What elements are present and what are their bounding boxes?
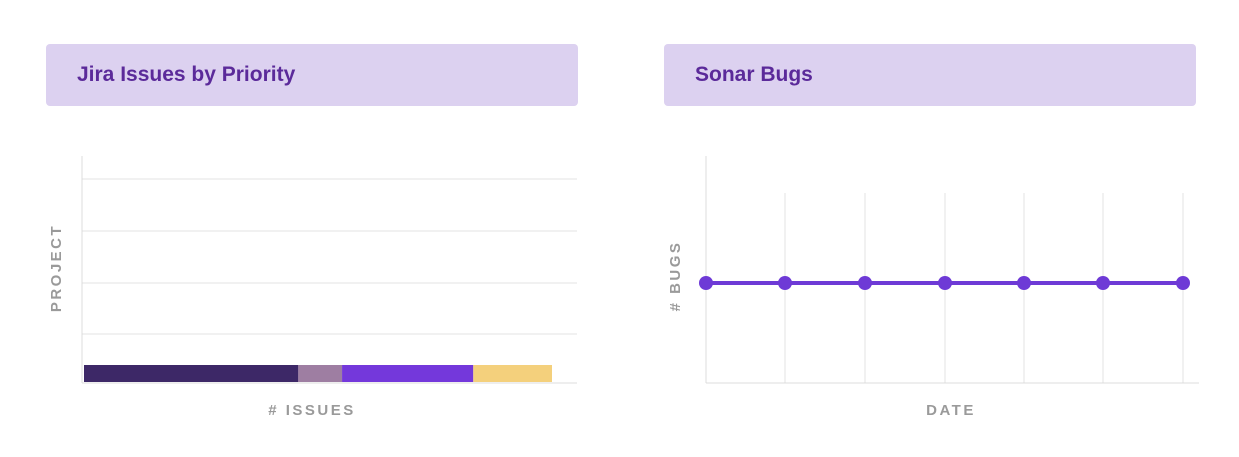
jira-panel-header: Jira Issues by Priority xyxy=(46,44,578,106)
sonar-chart-title: Sonar Bugs xyxy=(695,63,813,86)
jira-bar-segment-2 xyxy=(298,365,343,382)
jira-x-axis-label: # ISSUES xyxy=(268,402,356,419)
sonar-x-axis-label: DATE xyxy=(926,402,976,419)
sonar-y-axis-label: # BUGS xyxy=(667,241,684,312)
jira-grid xyxy=(82,178,577,335)
sonar-data-point xyxy=(699,276,713,290)
sonar-data-point xyxy=(938,276,952,290)
jira-bar-segment-3 xyxy=(342,365,474,382)
jira-bar-segment-1 xyxy=(84,365,299,382)
jira-bar-segment-4 xyxy=(473,365,552,382)
sonar-data-point xyxy=(1176,276,1190,290)
sonar-panel-header: Sonar Bugs xyxy=(664,44,1196,106)
jira-bars xyxy=(84,365,552,382)
jira-issues-chart: # ISSUES PROJECT xyxy=(48,156,577,419)
sonar-data-point xyxy=(1017,276,1031,290)
jira-y-axis-label: PROJECT xyxy=(48,224,65,312)
sonar-bugs-chart: DATE # BUGS xyxy=(667,156,1199,419)
jira-chart-title: Jira Issues by Priority xyxy=(77,63,296,86)
sonar-data-point xyxy=(1096,276,1110,290)
sonar-data-point xyxy=(778,276,792,290)
sonar-series xyxy=(699,276,1190,290)
sonar-data-point xyxy=(858,276,872,290)
sonar-grid xyxy=(784,193,1184,383)
